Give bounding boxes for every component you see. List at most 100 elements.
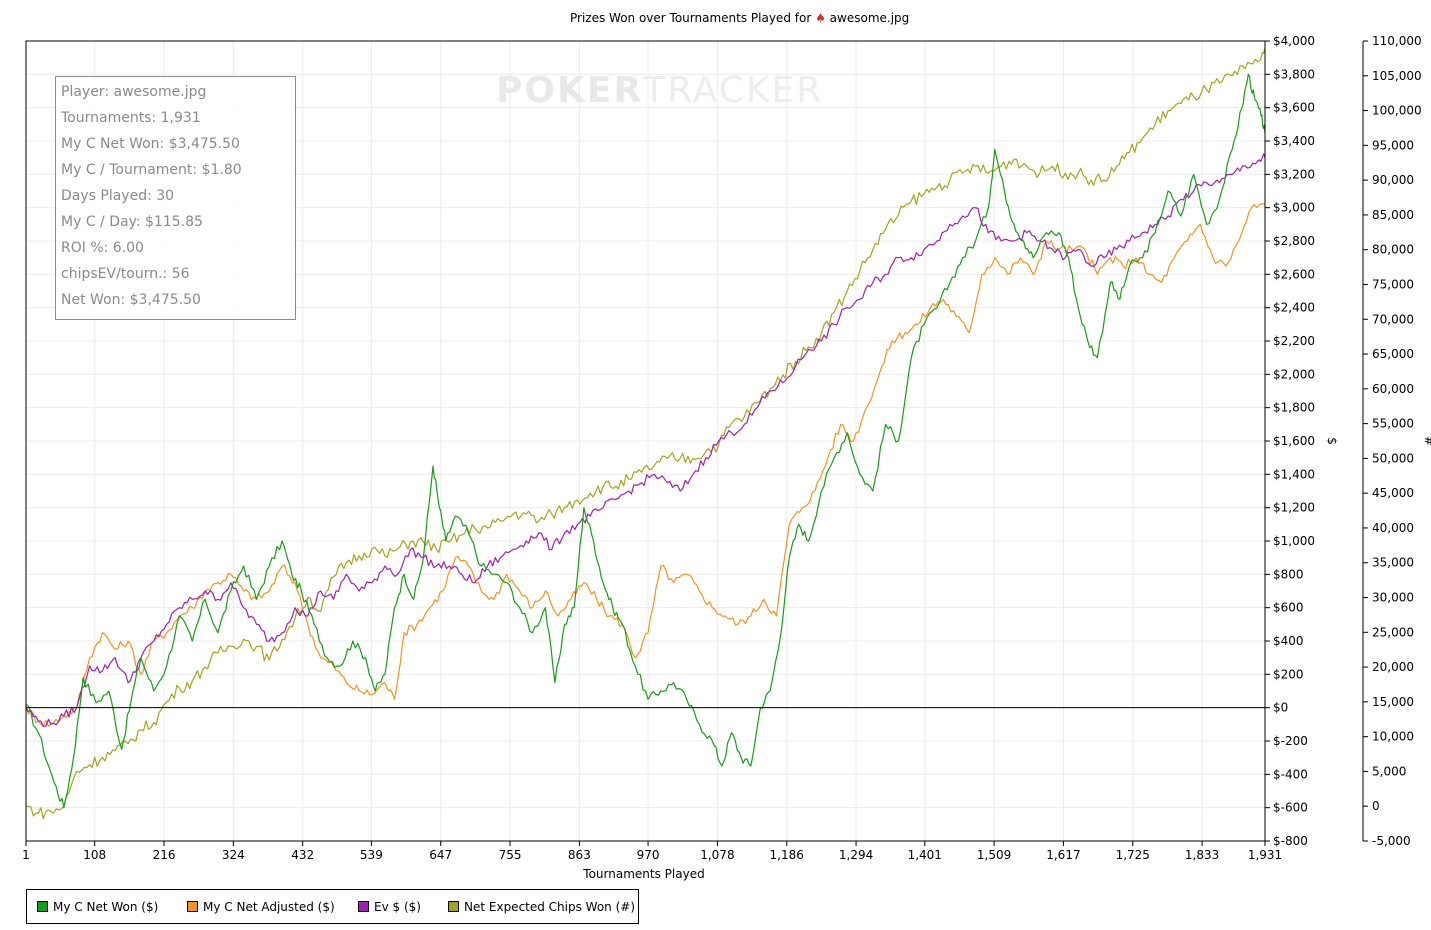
y-right-tick-label: 70,000 bbox=[1372, 312, 1414, 326]
y-right-tick-label: 30,000 bbox=[1372, 591, 1414, 605]
watermark-brand-a: POKER bbox=[496, 70, 644, 111]
plot-frame bbox=[25, 40, 1266, 842]
x-tick-label: 1,725 bbox=[1116, 848, 1150, 862]
y-left-tick-label: $0 bbox=[1273, 701, 1288, 715]
y-left-tick-label: $800 bbox=[1273, 567, 1304, 581]
legend-label: Net Expected Chips Won (#) bbox=[464, 900, 636, 914]
y-left-tick-label: $3,000 bbox=[1273, 201, 1315, 215]
plot-area bbox=[25, 47, 1266, 820]
x-tick-label: 970 bbox=[637, 848, 660, 862]
y-right-tick-label: 95,000 bbox=[1372, 138, 1414, 152]
axes: 1 108 216 324 432 539 647 755 863 970 1,078 1,186 1,… bbox=[22, 34, 1421, 862]
y-left-tick-label: $-800 bbox=[1273, 834, 1308, 848]
stat-per-tournament: My C / Tournament: $1.80 bbox=[61, 162, 242, 178]
stat-days-played: Days Played: 30 bbox=[61, 188, 175, 204]
y-left-tick-label: $2,800 bbox=[1273, 234, 1315, 248]
legend-item-expected-chips[interactable]: Net Expected Chips Won (#) bbox=[448, 900, 635, 914]
legend-swatch bbox=[448, 901, 459, 912]
y-right-tick-label: 25,000 bbox=[1372, 625, 1414, 639]
y-right-tick-label: 90,000 bbox=[1372, 173, 1414, 187]
legend: My C Net Won ($) My C Net Adjusted ($) E… bbox=[26, 889, 639, 924]
stat-chipsev: chipsEV/tourn.: 56 bbox=[61, 266, 190, 282]
y-right-tick-label: 65,000 bbox=[1372, 347, 1414, 361]
x-tick-label: 1,931 bbox=[1248, 848, 1282, 862]
legend-swatch bbox=[37, 901, 48, 912]
y-right-tick-label: 35,000 bbox=[1372, 556, 1414, 570]
x-tick-label: 216 bbox=[153, 848, 176, 862]
x-tick-label: 755 bbox=[499, 848, 522, 862]
stat-roi: ROI %: 6.00 bbox=[61, 240, 144, 256]
pokertracker-watermark: POKERTRACKER bbox=[496, 70, 823, 111]
y-right-tick-label: 0 bbox=[1372, 799, 1380, 813]
y-left-tick-label: $1,800 bbox=[1273, 401, 1315, 415]
y-right-tick-label: 45,000 bbox=[1372, 486, 1414, 500]
chart-title: Prizes Won over Tournaments Played for ♠… bbox=[570, 11, 909, 25]
y-right-tick-label: 40,000 bbox=[1372, 521, 1414, 535]
y-right-tick-label: -5,000 bbox=[1372, 834, 1411, 848]
series-line-2 bbox=[25, 153, 1266, 727]
stat-net-won: Net Won: $3,475.50 bbox=[61, 292, 201, 308]
stat-net-won-c: My C Net Won: $3,475.50 bbox=[61, 136, 240, 152]
y-left-tick-label: $3,200 bbox=[1273, 167, 1315, 181]
y-left-tick-label: $-400 bbox=[1273, 767, 1308, 781]
y-right-tick-label: 10,000 bbox=[1372, 730, 1414, 744]
y-right-tick-label: 60,000 bbox=[1372, 382, 1414, 396]
x-tick-label: 539 bbox=[360, 848, 383, 862]
stats-box: Player: awesome.jpg Tournaments: 1,931 M… bbox=[55, 76, 296, 320]
x-tick-label: 432 bbox=[291, 848, 314, 862]
y-right-tick-label: 105,000 bbox=[1372, 69, 1422, 83]
y-left-tick-label: $2,200 bbox=[1273, 334, 1315, 348]
y-left-tick-label: $3,400 bbox=[1273, 134, 1315, 148]
y-left-tick-label: $200 bbox=[1273, 667, 1304, 681]
chart-title-player: awesome.jpg bbox=[830, 11, 910, 25]
x-tick-label: 324 bbox=[222, 848, 245, 862]
y-right-tick-label: 5,000 bbox=[1372, 764, 1406, 778]
y-right-tick-label: 15,000 bbox=[1372, 695, 1414, 709]
y-right-tick-label: 75,000 bbox=[1372, 277, 1414, 291]
x-tick-label: 1,833 bbox=[1185, 848, 1219, 862]
y-right-tick-label: 20,000 bbox=[1372, 660, 1414, 674]
y-right-tick-label: 100,000 bbox=[1372, 104, 1422, 118]
x-tick-label: 863 bbox=[568, 848, 591, 862]
legend-swatch bbox=[187, 901, 198, 912]
y-left-tick-label: $2,400 bbox=[1273, 301, 1315, 315]
y-right-axis-title: # bbox=[1422, 436, 1431, 446]
y-left-tick-label: $-200 bbox=[1273, 734, 1308, 748]
y-left-tick-label: $1,000 bbox=[1273, 534, 1315, 548]
legend-item-net-adjusted[interactable]: My C Net Adjusted ($) bbox=[187, 900, 335, 914]
stat-player: Player: awesome.jpg bbox=[61, 84, 207, 100]
y-right-tick-label: 50,000 bbox=[1372, 451, 1414, 465]
y-left-tick-label: $2,000 bbox=[1273, 367, 1315, 381]
y-left-tick-label: $3,800 bbox=[1273, 67, 1315, 81]
legend-label: My C Net Adjusted ($) bbox=[203, 900, 335, 914]
legend-label: Ev $ ($) bbox=[374, 900, 421, 914]
y-left-tick-label: $3,600 bbox=[1273, 101, 1315, 115]
chart-title-text: Prizes Won over Tournaments Played for bbox=[570, 11, 811, 25]
series-line-0 bbox=[25, 73, 1266, 809]
stat-per-day: My C / Day: $115.85 bbox=[61, 214, 203, 230]
y-left-tick-label: $2,600 bbox=[1273, 267, 1315, 281]
x-tick-label: 1,078 bbox=[700, 848, 734, 862]
spade-icon: ♠ bbox=[815, 11, 826, 25]
y-left-tick-label: $4,000 bbox=[1273, 34, 1315, 48]
x-tick-label: 1,509 bbox=[977, 848, 1011, 862]
y-left-tick-label: $1,600 bbox=[1273, 434, 1315, 448]
x-tick-label: 1 bbox=[22, 848, 30, 862]
x-tick-label: 108 bbox=[83, 848, 106, 862]
x-tick-label: 1,294 bbox=[839, 848, 873, 862]
legend-item-net-won[interactable]: My C Net Won ($) bbox=[37, 900, 158, 914]
legend-swatch bbox=[358, 901, 369, 912]
legend-item-ev[interactable]: Ev $ ($) bbox=[358, 900, 421, 914]
stat-tournaments: Tournaments: 1,931 bbox=[61, 110, 201, 126]
y-left-tick-label: $1,200 bbox=[1273, 501, 1315, 515]
x-tick-label: 647 bbox=[429, 848, 452, 862]
y-left-tick-label: $600 bbox=[1273, 601, 1304, 615]
y-left-tick-label: $-600 bbox=[1273, 801, 1308, 815]
y-left-tick-label: $1,400 bbox=[1273, 467, 1315, 481]
series-line-3 bbox=[25, 47, 1266, 820]
watermark-brand-b: TRACKER bbox=[643, 70, 824, 111]
y-right-tick-label: 110,000 bbox=[1372, 34, 1422, 48]
legend-label: My C Net Won ($) bbox=[53, 900, 159, 914]
y-right-tick-label: 80,000 bbox=[1372, 243, 1414, 257]
